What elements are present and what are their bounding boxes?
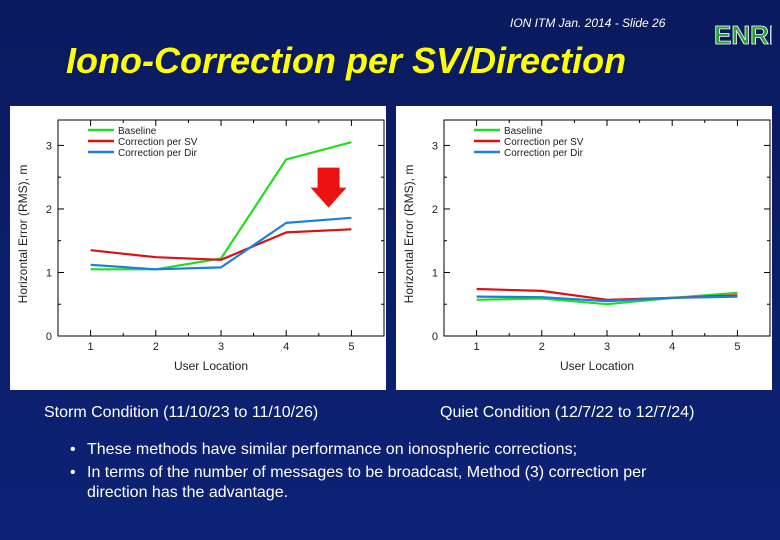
- y-tick-label: 2: [432, 204, 438, 216]
- x-axis-label: User Location: [560, 359, 634, 373]
- x-tick-label: 2: [539, 341, 545, 353]
- caption-storm: Storm Condition (11/10/23 to 11/10/26): [44, 404, 319, 421]
- x-tick-label: 2: [153, 341, 159, 353]
- x-tick-label: 3: [604, 341, 610, 353]
- y-tick-label: 3: [46, 140, 52, 152]
- series-line-correction-per-dir: [476, 295, 738, 303]
- x-tick-label: 5: [348, 341, 354, 353]
- y-tick-label: 0: [46, 331, 52, 343]
- bullet-marker: •: [70, 441, 76, 458]
- legend-label: Baseline: [118, 126, 157, 137]
- y-tick-label: 1: [46, 267, 52, 279]
- y-tick-label: 1: [432, 267, 438, 279]
- bullet-marker: •: [70, 464, 76, 481]
- caption-quiet: Quiet Condition (12/7/22 to 12/7/24): [440, 404, 695, 421]
- x-tick-label: 4: [283, 341, 289, 353]
- bullet-text: In terms of the number of messages to be…: [87, 464, 647, 501]
- bullet-item: • In terms of the number of messages to …: [70, 463, 710, 503]
- legend-label: Correction per Dir: [118, 148, 198, 159]
- down-arrow-icon: [310, 167, 347, 208]
- x-tick-label: 1: [88, 341, 94, 353]
- enri-logo-text: ENRI: [714, 20, 772, 50]
- bullet-list: • These methods have similar performance…: [70, 440, 710, 506]
- bullet-item: • These methods have similar performance…: [70, 440, 710, 460]
- y-tick-label: 2: [46, 204, 52, 216]
- page-title: Iono-Correction per SV/Direction: [66, 40, 627, 81]
- legend-label: Correction per Dir: [504, 148, 584, 159]
- legend-label: Correction per SV: [504, 137, 584, 148]
- bullet-text: These methods have similar performance o…: [87, 441, 578, 458]
- series-line-baseline: [90, 141, 352, 271]
- x-tick-label: 4: [669, 341, 675, 353]
- x-tick-label: 3: [218, 341, 224, 353]
- y-axis-label: Horizontal Error (RMS), m: [16, 165, 30, 304]
- plot-frame: [57, 119, 385, 337]
- legend-label: Baseline: [504, 126, 543, 137]
- y-tick-label: 0: [432, 331, 438, 343]
- series-line-correction-per-sv: [90, 228, 352, 261]
- y-axis-label: Horizontal Error (RMS), m: [402, 165, 416, 304]
- x-tick-label: 5: [734, 341, 740, 353]
- x-axis-label: User Location: [174, 359, 248, 373]
- y-tick-label: 3: [432, 140, 438, 152]
- x-tick-label: 1: [474, 341, 480, 353]
- chart-storm-condition: 0 1 2 3 1 2 3 4 5 User Location Horizontal Error (…: [16, 119, 385, 373]
- chart-panel-quiet: 0 1 2 3 1 2 3 4 5 User Location Horizontal Error (…: [396, 106, 772, 390]
- chart-panel-storm: 0 1 2 3 1 2 3 4 5 User Location Horizontal Error (…: [10, 106, 386, 390]
- slide-info: ION ITM Jan. 2014 - Slide 26: [510, 16, 666, 30]
- legend-label: Correction per SV: [118, 137, 198, 148]
- enri-logo: ENRI: [714, 20, 772, 51]
- series-line-correction-per-dir: [90, 216, 352, 271]
- chart-quiet-condition: 0 1 2 3 1 2 3 4 5 User Location Horizontal Error (…: [402, 119, 771, 373]
